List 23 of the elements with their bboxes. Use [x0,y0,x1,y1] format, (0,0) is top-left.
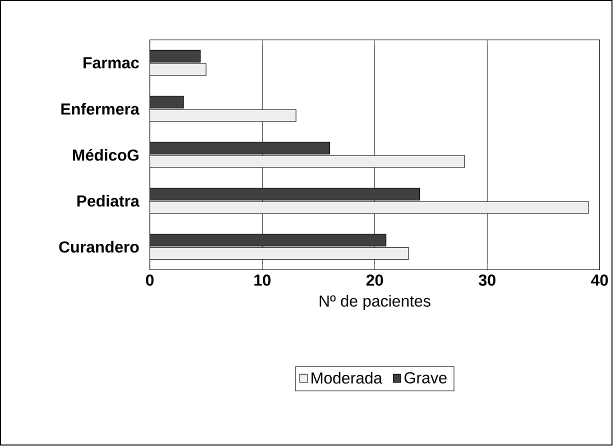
bar [150,201,589,214]
bar [150,155,465,168]
bar [150,96,184,109]
x-tick-label: 0 [146,274,154,286]
bar [150,50,201,63]
bar [150,109,296,122]
x-tick-label: 20 [366,274,383,286]
bar [150,234,386,247]
legend-label: Moderada [312,372,382,384]
bar [150,247,409,260]
bar [150,142,330,155]
x-axis-title: Nº de pacientes [320,295,430,310]
y-tick-label: Curandero [59,241,139,253]
legend-label: Grave [404,372,447,384]
y-tick-label: Farmac [84,57,139,69]
x-tick-label: 30 [478,274,496,286]
y-tick-label: Enfermera [61,103,140,115]
bar [150,188,420,201]
x-tick-label: 40 [591,274,608,286]
bar [150,63,206,76]
x-tick-label: 10 [254,274,271,286]
y-tick-label: Pediatra [77,195,140,207]
y-tick-label: MédicoG [72,149,138,161]
